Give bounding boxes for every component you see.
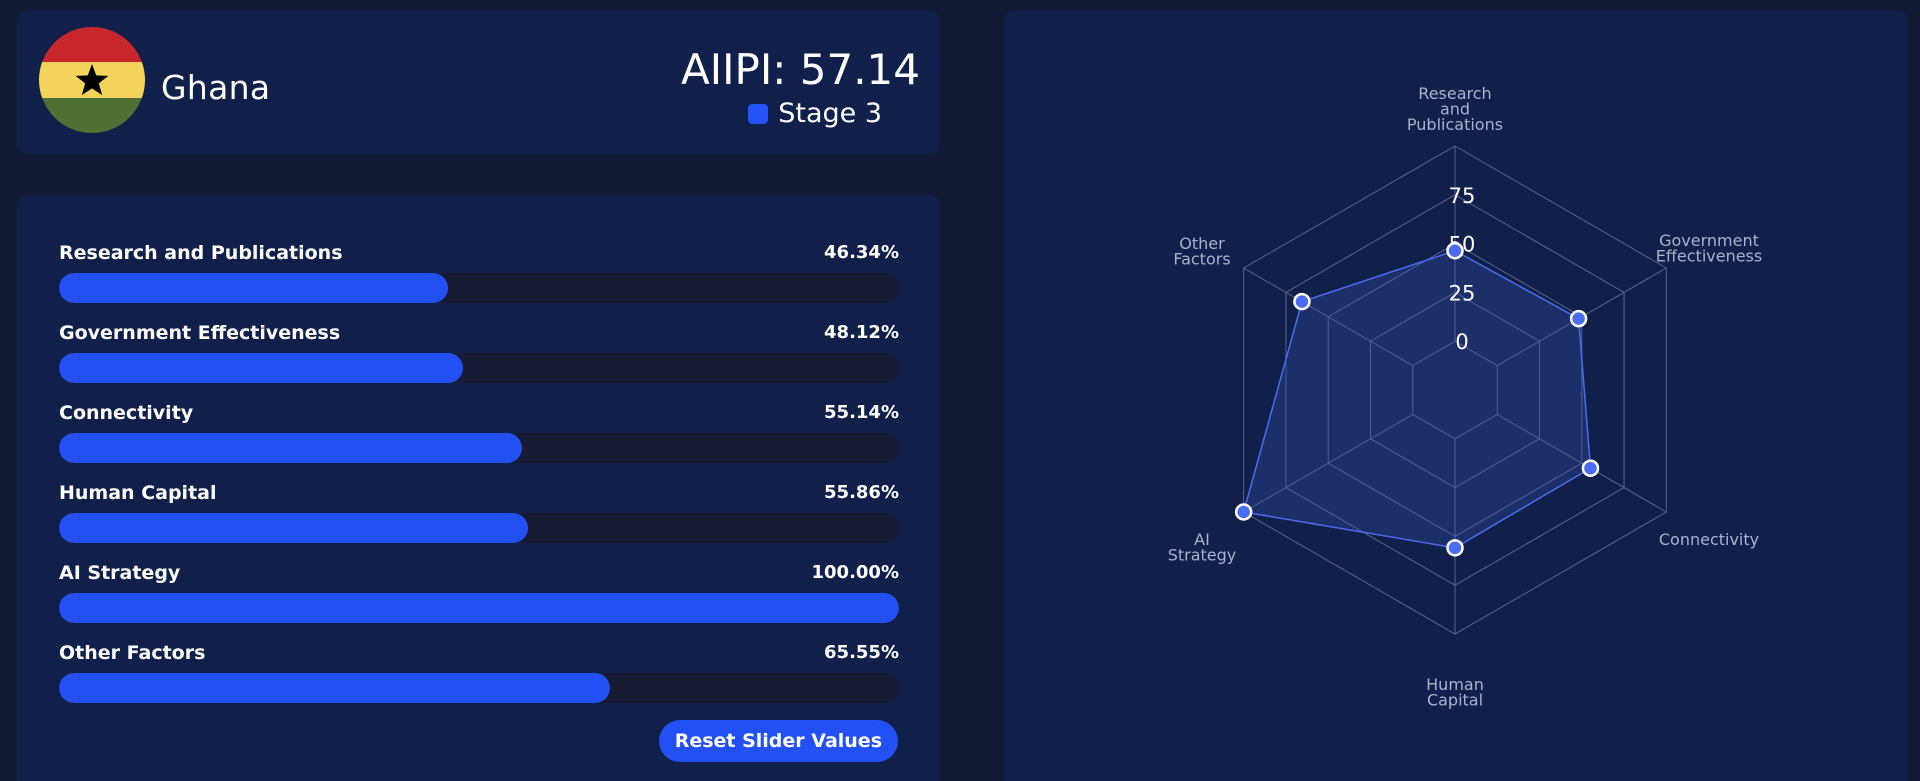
slider-fill[interactable] <box>59 353 464 383</box>
radar-axis-label: Research and Publications <box>1407 84 1503 134</box>
stage-label: Stage 3 <box>778 98 882 129</box>
slider-other-factors: Other Factors 65.55% <box>59 641 899 703</box>
slider-value: 100.00% <box>811 562 900 583</box>
slider-value: 55.86% <box>824 482 899 503</box>
slider-value: 55.14% <box>824 402 899 423</box>
radar-axis-label: AI Strategy <box>1168 530 1237 565</box>
slider-label: Human Capital <box>59 482 217 504</box>
radar-data-point <box>1234 503 1253 521</box>
slider-fill[interactable] <box>59 593 899 623</box>
country-name: Ghana <box>161 68 271 107</box>
radar-spoke <box>1243 267 1413 367</box>
slider-value: 46.34% <box>824 242 899 263</box>
slider-label: Research and Publications <box>59 242 343 264</box>
slider-track[interactable] <box>59 353 899 383</box>
slider-research-and-publications: Research and Publications 46.34% <box>59 241 899 303</box>
stage-color-swatch <box>748 104 769 124</box>
radar-chart-card: 0 25 50 75 Research and Publications Government… <box>1004 10 1908 781</box>
stage-badge: Stage 3 <box>748 97 882 131</box>
slider-ai-strategy: AI Strategy 100.00% <box>59 561 899 623</box>
slider-label: AI Strategy <box>59 562 181 584</box>
slider-label: Government Effectiveness <box>59 322 341 344</box>
slider-fill[interactable] <box>59 273 449 303</box>
radar-axis-label: Connectivity <box>1659 530 1759 549</box>
slider-track[interactable] <box>59 513 899 543</box>
radar-data-point <box>1569 309 1588 328</box>
slider-track[interactable] <box>59 593 899 623</box>
radar-tick-label: 75 <box>1449 184 1476 208</box>
reset-slider-values-button[interactable]: Reset Slider Values <box>658 720 898 762</box>
slider-human-capital: Human Capital 55.86% <box>59 481 899 543</box>
slider-fill[interactable] <box>59 433 523 463</box>
radar-spoke <box>1497 413 1667 513</box>
slider-track[interactable] <box>59 433 899 463</box>
radar-data-point <box>1446 539 1464 557</box>
radar-tick-label: 25 <box>1449 281 1476 305</box>
aiipi-score: AIIPI: 57.14 <box>681 45 920 94</box>
slider-value: 48.12% <box>824 322 899 343</box>
radar-axis-label: Human Capital <box>1426 675 1484 710</box>
slider-fill[interactable] <box>59 673 610 703</box>
black-star-icon <box>75 64 109 96</box>
slider-track[interactable] <box>59 673 899 703</box>
slider-fill[interactable] <box>59 513 529 543</box>
radar-axis-label: Other Factors <box>1173 234 1230 269</box>
radar-data-point <box>1581 459 1600 477</box>
ghana-flag-icon <box>39 27 145 133</box>
radar-tick-label: 0 <box>1455 330 1468 354</box>
pillar-sliders-card: Research and Publications 46.34% Governm… <box>17 195 940 781</box>
country-header-card: Ghana AIIPI: 57.14 Stage 3 <box>17 10 940 154</box>
radar-spoke <box>1243 413 1413 513</box>
radar-axis-label: Government Effectiveness <box>1656 231 1762 266</box>
radar-data-point <box>1446 241 1464 260</box>
slider-value: 65.55% <box>824 642 899 663</box>
slider-label: Connectivity <box>59 402 194 424</box>
slider-track[interactable] <box>59 273 899 303</box>
slider-government-effectiveness: Government Effectiveness 48.12% <box>59 321 899 383</box>
radar-data-point <box>1293 292 1311 311</box>
radar-series-area <box>1242 249 1592 549</box>
slider-connectivity: Connectivity 55.14% <box>59 401 899 463</box>
slider-label: Other Factors <box>59 642 206 664</box>
